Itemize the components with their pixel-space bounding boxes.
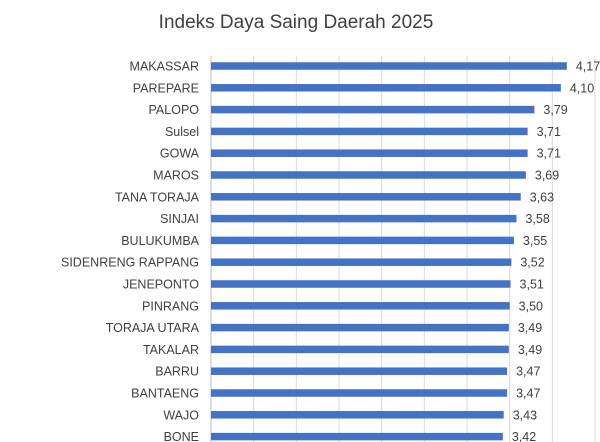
category-label: Sulsel [165, 125, 199, 139]
bar [211, 84, 561, 92]
bars [211, 62, 567, 441]
category-label: JENEPONTO [123, 278, 199, 292]
value-label: 3,55 [523, 234, 547, 248]
category-label: TORAJA UTARA [106, 321, 200, 335]
bar [211, 62, 567, 70]
value-label: 3,49 [518, 343, 542, 357]
bar [211, 345, 509, 354]
bar [211, 367, 508, 375]
value-label: 4,17 [576, 60, 600, 74]
bar [211, 432, 503, 441]
value-label: 3,49 [518, 321, 542, 335]
value-label: 4,10 [570, 81, 594, 95]
value-label: 3,51 [520, 278, 544, 292]
value-label: 3,52 [520, 256, 544, 270]
value-label: 3,58 [525, 212, 549, 226]
bar [211, 411, 504, 419]
value-label: 3,47 [516, 387, 540, 401]
bar [211, 193, 521, 201]
category-label: TANA TORAJA [115, 190, 200, 204]
category-label: GOWA [160, 147, 200, 161]
bar [211, 323, 509, 332]
category-label: BONE [164, 430, 199, 442]
gridlines [253, 56, 596, 442]
chart-title: Indeks Daya Saing Daerah 2025 [159, 12, 434, 33]
bar [211, 302, 510, 310]
bar [211, 105, 535, 114]
category-label: WAJO [163, 408, 199, 422]
bar [211, 214, 517, 223]
bar [211, 280, 511, 288]
value-label: 3,79 [543, 103, 567, 117]
bar [211, 389, 508, 397]
category-label: TAKALAR [143, 343, 199, 357]
bar [211, 127, 528, 136]
category-label: BARRU [155, 365, 199, 379]
bar [211, 258, 512, 266]
value-label: 3,71 [537, 125, 561, 139]
value-label: 3,47 [516, 365, 540, 379]
value-label: 3,69 [535, 169, 559, 183]
category-label: SINJAI [160, 212, 199, 226]
value-label: 3,63 [530, 190, 554, 204]
category-label: MAROS [153, 169, 199, 183]
category-label: MAKASSAR [130, 60, 199, 74]
category-label: SIDENRENG RAPPANG [61, 256, 199, 270]
value-label: 3,43 [513, 408, 537, 422]
bar [211, 171, 526, 179]
bar [211, 149, 528, 157]
value-label: 3,71 [537, 147, 561, 161]
value-label: 3,42 [512, 430, 536, 442]
category-label: BULUKUMBA [121, 234, 199, 248]
category-label: PINRANG [142, 299, 199, 313]
value-label: 3,50 [519, 299, 543, 313]
category-label: PALOPO [149, 103, 200, 117]
labels: MAKASSAR 4,17 PAREPARE 4,10 PALOPO 3,79 Sulsel… [61, 60, 600, 442]
category-label: BANTAENG [131, 387, 199, 401]
bar [211, 236, 514, 245]
category-label: PAREPARE [133, 81, 199, 95]
